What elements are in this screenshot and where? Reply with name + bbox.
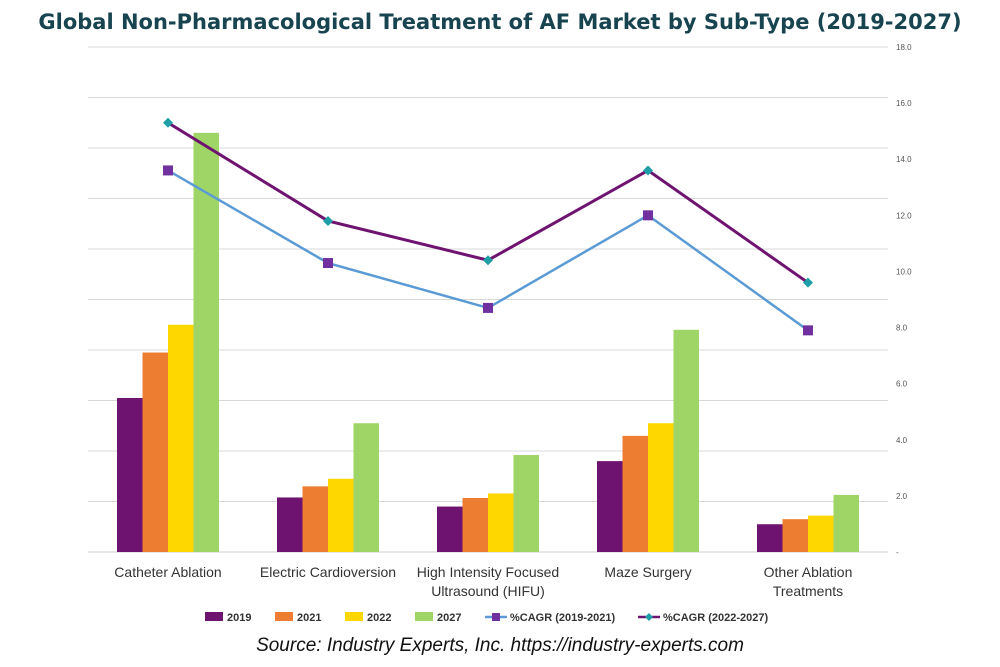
- legend-label: 2027: [437, 612, 461, 624]
- y2-tick-label: 12.0: [896, 211, 912, 220]
- bar-2027-1: [353, 423, 379, 552]
- legend-swatch-2021: [275, 612, 293, 621]
- bar-2022-3: [648, 423, 674, 552]
- category-label: Ultrasound (HIFU): [431, 583, 545, 599]
- category-label: High Intensity Focused: [417, 564, 559, 580]
- bar-2027-3: [673, 329, 699, 552]
- bar-series: [117, 132, 859, 552]
- category-label: Catheter Ablation: [114, 564, 221, 580]
- legend: 2019 2021 2022 2027 %CAGR (2019-2021) %CAGR (…: [205, 612, 768, 624]
- bar-2022-0: [168, 324, 194, 552]
- bar-2021-0: [142, 352, 168, 552]
- legend-marker-%CAGR (2022-2027): [645, 613, 653, 621]
- y2-tick-label: -: [896, 548, 899, 557]
- source-note: Source: Industry Experts, Inc. https://i…: [256, 635, 744, 656]
- marker-%CAGR (2022-2027)-2: [483, 255, 493, 266]
- bar-2019-2: [437, 506, 463, 552]
- marker-%CAGR (2019-2021)-2: [483, 302, 493, 313]
- marker-%CAGR (2022-2027)-1: [323, 215, 333, 226]
- marker-%CAGR (2022-2027)-0: [163, 117, 173, 128]
- legend-label: 2022: [367, 612, 391, 624]
- chart-title: Global Non-Pharmacological Treatment of …: [38, 10, 962, 34]
- legend-label: %CAGR (2022-2027): [663, 612, 768, 624]
- line-series: [163, 117, 813, 336]
- y2-tick-label: 18.0: [896, 43, 912, 52]
- legend-label: 2019: [227, 612, 251, 624]
- bar-2021-1: [302, 486, 328, 552]
- y2-tick-label: 2.0: [896, 492, 908, 501]
- category-label: Treatments: [773, 583, 843, 599]
- legend-label: %CAGR (2019-2021): [510, 612, 615, 624]
- axis-labels: - 2.0 4.0 6.0 8.0 10.0 12.0 14.0 16.0 18.0 Cathete…: [114, 43, 912, 599]
- bar-2022-2: [488, 493, 514, 552]
- marker-%CAGR (2019-2021)-3: [643, 210, 653, 221]
- bar-2019-4: [757, 524, 783, 552]
- legend-marker-%CAGR (2019-2021): [492, 613, 500, 621]
- legend-swatch-2019: [205, 612, 223, 621]
- bar-2019-3: [597, 461, 623, 552]
- bar-2021-3: [622, 435, 648, 552]
- y2-tick-label: 4.0: [896, 436, 908, 445]
- legend-swatch-2022: [345, 612, 363, 621]
- bar-2027-4: [833, 494, 859, 552]
- category-label: Electric Cardioversion: [260, 564, 396, 580]
- legend-swatch-2027: [415, 612, 433, 621]
- bar-2021-4: [782, 519, 808, 552]
- bar-2019-0: [117, 397, 143, 552]
- legend-label: 2021: [297, 612, 321, 624]
- y2-tick-label: 6.0: [896, 380, 908, 389]
- marker-%CAGR (2022-2027)-4: [803, 277, 813, 288]
- marker-%CAGR (2019-2021)-0: [163, 165, 173, 176]
- marker-%CAGR (2022-2027)-3: [643, 165, 653, 176]
- bar-2027-0: [193, 132, 219, 552]
- y2-tick-label: 14.0: [896, 155, 912, 164]
- bar-2022-4: [808, 515, 834, 552]
- marker-%CAGR (2019-2021)-1: [323, 258, 333, 269]
- y2-tick-label: 8.0: [896, 324, 908, 333]
- bar-2027-2: [513, 455, 539, 552]
- category-label: Maze Surgery: [604, 564, 691, 580]
- bar-2022-1: [328, 478, 354, 552]
- y2-tick-label: 10.0: [896, 267, 912, 276]
- bar-2021-2: [462, 497, 488, 552]
- marker-%CAGR (2019-2021)-4: [803, 325, 813, 336]
- y2-tick-label: 16.0: [896, 99, 912, 108]
- category-label: Other Ablation: [764, 564, 853, 580]
- bar-2019-1: [277, 497, 303, 552]
